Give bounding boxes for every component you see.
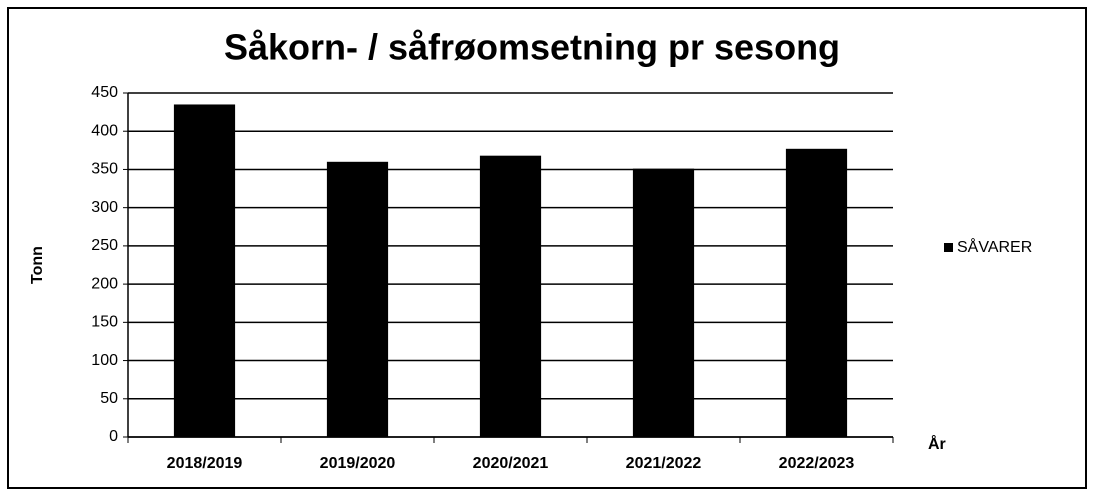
y-tick-label: 50 bbox=[100, 390, 118, 407]
x-tick-label: 2022/2023 bbox=[779, 455, 855, 472]
x-tick-label: 2021/2022 bbox=[626, 455, 702, 472]
y-tick-label: 350 bbox=[91, 161, 118, 178]
y-tick-label: 400 bbox=[91, 122, 118, 139]
y-tick-label: 200 bbox=[91, 275, 118, 292]
y-tick-label: 150 bbox=[91, 314, 118, 331]
y-tick-label: 0 bbox=[109, 428, 118, 445]
legend-label: SÅVARER bbox=[957, 237, 1032, 256]
bar bbox=[785, 148, 848, 437]
x-axis-label: År bbox=[928, 434, 946, 453]
bar bbox=[479, 155, 542, 437]
chart-border bbox=[7, 7, 1087, 489]
bar bbox=[632, 168, 695, 437]
y-tick-label: 250 bbox=[91, 237, 118, 254]
chart-title: Såkorn- / såfrøomsetning pr sesong bbox=[224, 27, 840, 68]
y-axis-label: Tonn bbox=[29, 246, 46, 284]
x-tick-label: 2019/2020 bbox=[320, 455, 396, 472]
y-tick-label: 300 bbox=[91, 199, 118, 216]
x-tick-label: 2018/2019 bbox=[167, 455, 243, 472]
legend-swatch bbox=[944, 243, 953, 252]
y-tick-label: 450 bbox=[91, 84, 118, 101]
bar bbox=[173, 104, 236, 437]
bar bbox=[326, 161, 389, 438]
x-tick-label: 2020/2021 bbox=[473, 455, 549, 472]
y-tick-label: 100 bbox=[91, 352, 118, 369]
